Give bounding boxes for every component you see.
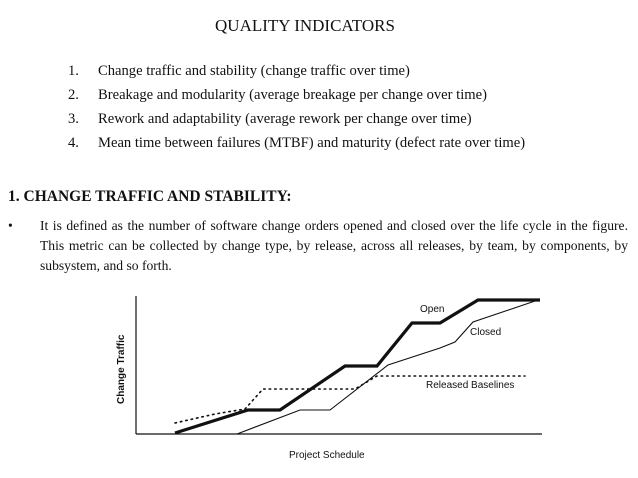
list-item-number: 1. — [68, 63, 79, 79]
page-title: QUALITY INDICATORS — [215, 16, 395, 35]
list-item-number: 3. — [68, 111, 79, 127]
open-line — [174, 298, 540, 435]
change-traffic-plot: Open Closed Released Baselines Project S… — [116, 296, 542, 461]
released-baselines-line — [174, 375, 526, 424]
bullet-dot: • — [8, 218, 13, 233]
open-label: Open — [420, 304, 444, 315]
change-traffic-figure: Open Closed Released Baselines Project S… — [100, 292, 550, 464]
list-item: 4. Mean time between failures (MTBF) and … — [68, 131, 525, 155]
list-item-text: Mean time between failures (MTBF) and ma… — [98, 135, 526, 151]
bullet-text: It is defined as the number of software … — [40, 218, 628, 273]
closed-line — [236, 299, 539, 435]
list-item: 3. Rework and adaptability (average rewor… — [68, 107, 525, 131]
quality-indicators-list: 1. Change traffic and stability (change t… — [68, 59, 525, 155]
bullet-paragraph: • It is defined as the number of softwar… — [8, 216, 628, 276]
list-item: 2. Breakage and modularity (average break… — [68, 83, 525, 107]
list-item-text: Breakage and modularity (average breakag… — [98, 87, 487, 103]
released-baselines-label: Released Baselines — [426, 380, 514, 391]
y-axis-label: Change Traffic — [116, 334, 127, 404]
list-item: 1. Change traffic and stability (change t… — [68, 59, 525, 83]
closed-label: Closed — [470, 327, 501, 338]
list-item-text: Rework and adaptability (average rework … — [98, 111, 472, 127]
x-axis-label: Project Schedule — [289, 450, 365, 461]
list-item-number: 4. — [68, 135, 79, 151]
list-item-number: 2. — [68, 87, 79, 103]
section-heading: 1. CHANGE TRAFFIC AND STABILITY: — [8, 188, 292, 205]
list-item-text: Change traffic and stability (change tra… — [98, 63, 410, 79]
